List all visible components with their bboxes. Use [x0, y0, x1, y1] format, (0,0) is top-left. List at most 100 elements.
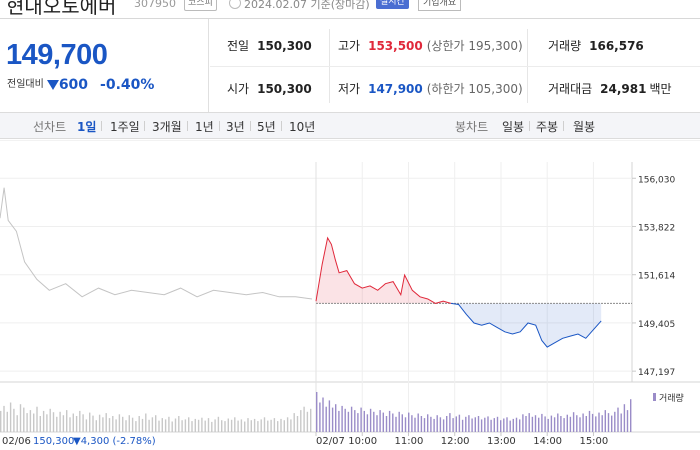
- period-1d-button[interactable]: 1일: [77, 120, 97, 134]
- stat-value: 153,500: [368, 39, 423, 53]
- period-1y-button[interactable]: 1년: [195, 120, 214, 134]
- divider: [219, 121, 220, 131]
- volume-bar: [569, 416, 572, 432]
- candle-weekly-button[interactable]: 주봉: [536, 120, 559, 134]
- volume-bar: [319, 402, 321, 432]
- change-row: 전일대비 600 -0.40%: [7, 75, 154, 93]
- volume-bar: [591, 413, 594, 432]
- prev-day-line: [0, 187, 313, 300]
- volume-bar: [52, 412, 55, 432]
- volume-bar: [283, 420, 285, 432]
- down-arrow-icon: [46, 80, 59, 90]
- volume-bar: [322, 397, 324, 432]
- stat-label: 전일: [227, 39, 250, 53]
- volume-bar: [576, 415, 578, 432]
- company-info-button[interactable]: 기업개요: [418, 0, 462, 11]
- y-tick-label: 147,197: [638, 368, 675, 378]
- change-label: 전일대비: [7, 79, 44, 90]
- volume-bar: [273, 418, 276, 432]
- volume-bar: [395, 416, 397, 432]
- period-5y-button[interactable]: 5년: [257, 120, 276, 134]
- stat-value: 150,300: [257, 82, 312, 96]
- period-1w-button[interactable]: 1주일: [110, 120, 140, 134]
- price-box: 149,700 전일대비 600 -0.40%: [0, 19, 209, 113]
- volume-bar: [310, 408, 312, 432]
- volume-bar: [98, 414, 101, 432]
- volume-bar: [194, 418, 196, 432]
- volume-bar: [0, 410, 2, 432]
- period-10y-button[interactable]: 10년: [289, 120, 316, 134]
- volume-bar: [234, 417, 236, 432]
- stat-open: 시가 150,300: [227, 80, 312, 97]
- volume-bar: [227, 418, 229, 432]
- volume-bar: [477, 416, 480, 432]
- volume-bar: [204, 420, 206, 432]
- x-axis: 02/07 10:00 11:00 12:00 13:00 14:00 15:00: [316, 436, 608, 447]
- volume-bar: [263, 417, 266, 432]
- volume-bar: [42, 410, 45, 432]
- stock-name[interactable]: 현대오토에버: [6, 0, 117, 18]
- volume-bar: [503, 418, 505, 432]
- volume-bar: [164, 419, 167, 432]
- up-area-fill: [316, 237, 451, 304]
- candle-chart-label: 봉차트: [455, 120, 489, 134]
- volume-bar: [19, 404, 22, 432]
- volume-bar: [408, 412, 410, 432]
- stat-unit: 백만: [649, 82, 672, 96]
- volume-bar: [607, 413, 610, 432]
- stock-code: 307950: [134, 0, 176, 10]
- stat-label: 거래량: [548, 39, 582, 53]
- volume-bar: [270, 419, 272, 432]
- volume-bar: [161, 418, 163, 432]
- volume-bar: [553, 417, 556, 432]
- volume-bar: [436, 415, 438, 432]
- stat-trade-value: 거래대금 24,981 백만: [548, 80, 672, 97]
- volume-bar: [519, 419, 521, 432]
- volume-bar: [135, 421, 137, 432]
- volume-bar: [525, 416, 527, 432]
- price-summary: 149,700 전일대비 600 -0.40% 전일 150,300 고가 153,50…: [0, 18, 700, 113]
- volume-bar: [59, 411, 61, 432]
- today-series: [315, 236, 632, 348]
- volume-bar: [547, 418, 549, 432]
- candle-daily-button[interactable]: 일봉: [502, 120, 525, 134]
- volume-bar: [614, 411, 616, 432]
- volume-bar: [392, 413, 394, 432]
- stat-label: 시가: [227, 82, 250, 96]
- divider: [144, 121, 145, 131]
- y-tick-label: 151,614: [638, 272, 675, 282]
- volume-bar: [626, 410, 629, 432]
- period-3m-button[interactable]: 3개월: [152, 120, 182, 134]
- realtime-button[interactable]: 실시간: [376, 0, 409, 9]
- volume-bar: [471, 418, 473, 432]
- volume-bar: [23, 407, 25, 432]
- volume-bar: [184, 419, 187, 432]
- volume-bar: [217, 416, 220, 432]
- volume-bar: [197, 419, 200, 432]
- chart-grid: [0, 140, 700, 436]
- period-3y-button[interactable]: 3년: [226, 120, 245, 134]
- prev-date-label: 02/06: [2, 436, 31, 447]
- volume-bar: [490, 419, 492, 432]
- volume-bar: [141, 418, 144, 432]
- volume-bar: [385, 416, 388, 432]
- volume-bar: [82, 414, 84, 432]
- volume-bar: [563, 418, 565, 432]
- stat-label: 고가: [338, 39, 361, 53]
- volume-bar: [541, 413, 543, 432]
- volume-bar: [465, 416, 467, 432]
- volume-bar: [506, 417, 508, 432]
- volume-bar: [446, 416, 448, 432]
- volume-bar: [347, 411, 350, 432]
- volume-bar: [588, 410, 591, 432]
- divider: [281, 121, 282, 131]
- divider: [101, 121, 102, 131]
- intraday-chart[interactable]: 156,030 153,822 151,614 149,405 147,197 02/0…: [0, 140, 700, 450]
- volume-bar: [595, 416, 597, 432]
- volume-bar: [630, 399, 632, 432]
- volume-bar: [493, 418, 495, 432]
- volume-bar: [427, 414, 429, 432]
- stat-value: 166,576: [589, 39, 644, 53]
- prev-close-price: 150,300: [33, 436, 74, 447]
- candle-monthly-button[interactable]: 월봉: [573, 120, 596, 134]
